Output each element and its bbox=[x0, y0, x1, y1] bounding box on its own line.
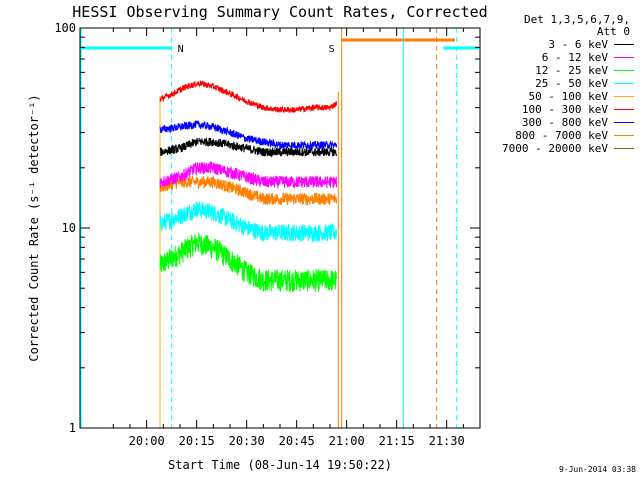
series-800-7000keV-line bbox=[159, 176, 337, 207]
legend-header-line-2: Att 0 bbox=[596, 25, 630, 38]
legend-swatch bbox=[614, 57, 634, 58]
legend-entry: 300 - 800 keV bbox=[478, 116, 634, 129]
series-25-50keV-line bbox=[159, 201, 337, 243]
legend-entry-label: 300 - 800 keV bbox=[521, 116, 608, 129]
chart-title: HESSI Observing Summary Count Rates, Cor… bbox=[72, 3, 487, 21]
y-tick-label: 10 bbox=[62, 221, 76, 235]
x-tick-label: 21:30 bbox=[429, 434, 465, 448]
x-axis-label: Start Time (08-Jun-14 19:50:22) bbox=[168, 458, 392, 472]
legend-entry: 12 - 25 keV bbox=[478, 64, 634, 77]
legend-swatch bbox=[614, 70, 634, 71]
legend-swatch bbox=[614, 83, 634, 84]
legend-swatch bbox=[614, 44, 634, 45]
legend-entry-label: 100 - 300 keV bbox=[521, 103, 608, 116]
series-group bbox=[159, 80, 339, 428]
legend-entry: 7000 - 20000 keV bbox=[478, 142, 634, 155]
axes: 20:00 20:15 20:30 20:45 21:00 21:15 21:30 1 10 10… bbox=[54, 21, 481, 448]
legend-entry: 6 - 12 keV bbox=[478, 51, 634, 64]
legend-swatch bbox=[614, 122, 634, 123]
marker-label-s: S bbox=[329, 44, 335, 55]
legend-swatch bbox=[614, 109, 634, 110]
series-300-800keV-line bbox=[159, 120, 337, 150]
legend-entry: 50 - 100 keV bbox=[478, 90, 634, 103]
marker-label-n: N bbox=[178, 44, 184, 55]
x-tick-label: 20:00 bbox=[129, 434, 165, 448]
legend-entry-label: 6 - 12 keV bbox=[541, 51, 608, 64]
y-tick-label: 100 bbox=[54, 21, 76, 35]
legend-entry: 800 - 7000 keV bbox=[478, 129, 634, 142]
x-tick-label: 20:15 bbox=[179, 434, 215, 448]
legend-entry: 3 - 6 keV bbox=[478, 38, 634, 51]
series-12-25keV-line bbox=[159, 232, 337, 292]
legend-entry-label: 12 - 25 keV bbox=[535, 64, 608, 77]
legend-entry: 25 - 50 keV bbox=[478, 77, 634, 90]
y-axis-label: Corrected Count Rate (s⁻¹ detector⁻¹) bbox=[27, 94, 41, 361]
legend-entry-label: 800 - 7000 keV bbox=[515, 129, 608, 142]
legend-swatch bbox=[614, 96, 634, 97]
series-100-300keV-line bbox=[159, 80, 337, 114]
legend-header-line-1: Det 1,3,5,6,7,9, bbox=[524, 13, 630, 26]
legend: Det 1,3,5,6,7,9, Att 0 3 - 6 keV 6 - 12 k… bbox=[478, 14, 634, 155]
x-tick-label: 20:45 bbox=[279, 434, 315, 448]
legend-entry-label: 25 - 50 keV bbox=[535, 77, 608, 90]
x-tick-label: 20:30 bbox=[229, 434, 265, 448]
series-3-6keV-line bbox=[159, 137, 337, 158]
legend-entry-label: 3 - 6 keV bbox=[548, 38, 608, 51]
x-tick-label: 21:15 bbox=[379, 434, 415, 448]
legend-swatch bbox=[614, 148, 634, 149]
legend-swatch bbox=[614, 135, 634, 136]
legend-entry: 100 - 300 keV bbox=[478, 103, 634, 116]
legend-entry-label: 50 - 100 keV bbox=[528, 90, 608, 103]
y-tick-label: 1 bbox=[69, 421, 76, 435]
series-6-12keV-line bbox=[159, 160, 337, 190]
legend-rows: 3 - 6 keV 6 - 12 keV 12 - 25 keV 25 - 50 ke… bbox=[478, 38, 634, 155]
x-tick-label: 21:00 bbox=[329, 434, 365, 448]
legend-entry-label: 7000 - 20000 keV bbox=[502, 142, 608, 155]
timestamp: 9-Jun-2014 03:38 bbox=[558, 465, 636, 474]
